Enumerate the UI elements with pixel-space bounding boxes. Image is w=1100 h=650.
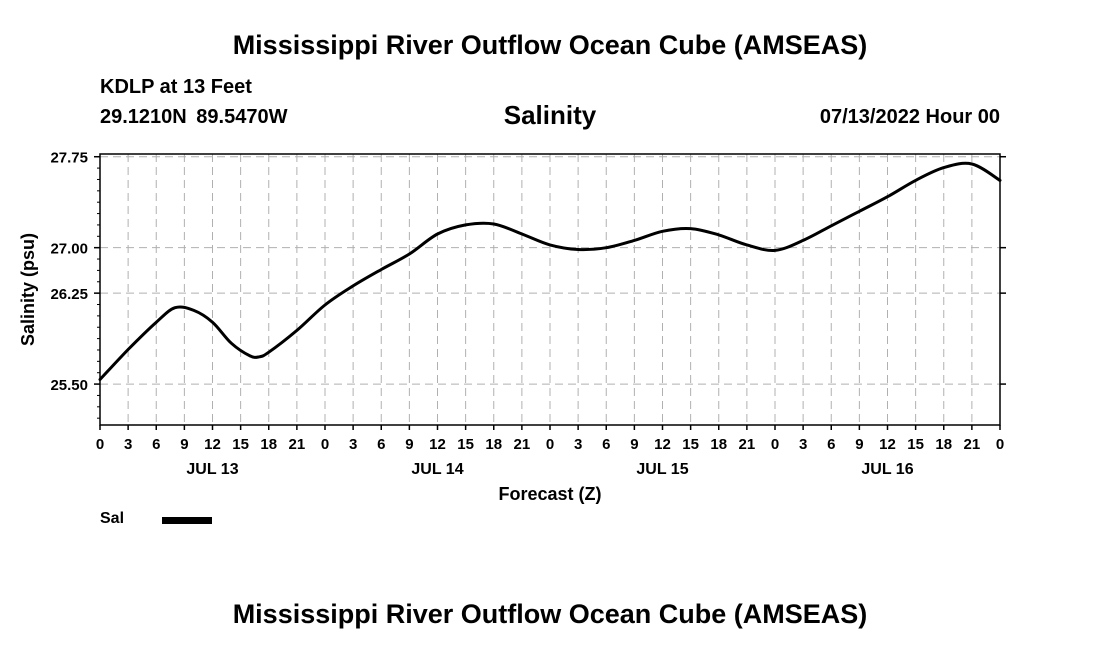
issued-time-label: 07/13/2022 Hour 00 bbox=[819, 106, 1000, 128]
x-tick-label: 6 bbox=[152, 436, 160, 453]
x-tick-label: 0 bbox=[996, 436, 1004, 453]
y-tick-label: 27.75 bbox=[50, 150, 88, 167]
x-tick-label: 0 bbox=[771, 436, 779, 453]
y-axis-label: Salinity (psu) bbox=[18, 233, 38, 346]
footer-title: Mississippi River Outflow Ocean Cube (AM… bbox=[232, 599, 868, 629]
x-tick-label: 21 bbox=[964, 436, 981, 453]
parameter-title: Salinity bbox=[503, 100, 597, 130]
x-tick-label: 9 bbox=[180, 436, 188, 453]
x-tick-label: 9 bbox=[855, 436, 863, 453]
station-label: KDLP at 13 Feet bbox=[100, 76, 252, 98]
y-tick-label: 27.00 bbox=[50, 241, 88, 258]
x-tick-label: 21 bbox=[739, 436, 756, 453]
x-tick-label: 21 bbox=[514, 436, 531, 453]
x-tick-label: 12 bbox=[429, 436, 446, 453]
x-tick-label: 12 bbox=[204, 436, 221, 453]
x-tick-label: 15 bbox=[682, 436, 699, 453]
x-tick-label: 15 bbox=[907, 436, 924, 453]
x-axis-label: Forecast (Z) bbox=[498, 484, 601, 504]
legend-label: Sal bbox=[100, 510, 125, 527]
x-tick-label: 12 bbox=[654, 436, 671, 453]
x-tick-label: 3 bbox=[349, 436, 357, 453]
x-tick-label: 9 bbox=[405, 436, 413, 453]
x-tick-label: 6 bbox=[827, 436, 835, 453]
x-tick-label: 18 bbox=[935, 436, 952, 453]
x-tick-label: 3 bbox=[574, 436, 582, 453]
day-label: JUL 15 bbox=[636, 461, 688, 478]
x-tick-label: 9 bbox=[630, 436, 638, 453]
x-tick-label: 0 bbox=[321, 436, 329, 453]
x-tick-label: 18 bbox=[485, 436, 502, 453]
coordinates-label: 29.1210N 89.5470W bbox=[100, 106, 288, 128]
y-tick-label: 26.25 bbox=[50, 286, 88, 303]
chart-title: Mississippi River Outflow Ocean Cube (AM… bbox=[232, 30, 868, 60]
x-tick-label: 15 bbox=[232, 436, 249, 453]
day-label: JUL 16 bbox=[861, 461, 913, 478]
x-tick-label: 6 bbox=[602, 436, 610, 453]
x-tick-label: 0 bbox=[96, 436, 104, 453]
y-tick-label: 25.50 bbox=[50, 377, 88, 394]
x-tick-label: 6 bbox=[377, 436, 385, 453]
x-tick-label: 12 bbox=[879, 436, 896, 453]
day-label: JUL 14 bbox=[411, 461, 463, 478]
series-line-sal bbox=[98, 161, 1002, 381]
x-tick-label: 21 bbox=[289, 436, 306, 453]
x-tick-label: 0 bbox=[546, 436, 554, 453]
x-tick-label: 3 bbox=[799, 436, 807, 453]
x-tick-label: 18 bbox=[710, 436, 727, 453]
legend-swatch bbox=[162, 517, 212, 524]
x-tick-label: 18 bbox=[260, 436, 277, 453]
x-tick-label: 3 bbox=[124, 436, 132, 453]
x-tick-label: 15 bbox=[457, 436, 474, 453]
day-label: JUL 13 bbox=[186, 461, 238, 478]
